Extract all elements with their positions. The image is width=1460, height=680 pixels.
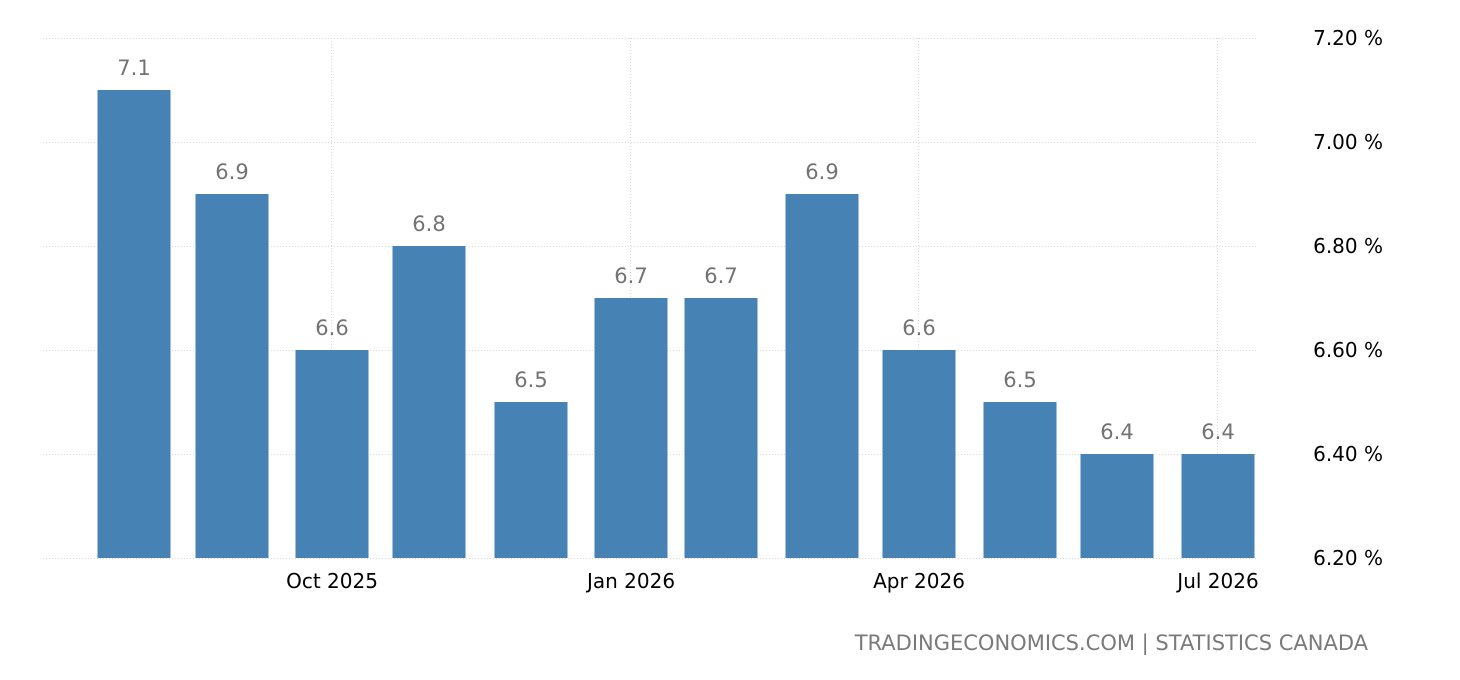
data-label: 6.6 — [902, 316, 935, 340]
bar — [392, 246, 466, 558]
data-label: 6.6 — [315, 316, 348, 340]
bar — [983, 402, 1057, 558]
y-tick-label: 6.60 % — [1313, 338, 1383, 362]
data-label: 6.7 — [614, 264, 647, 288]
data-label: 6.7 — [704, 264, 737, 288]
data-label: 6.9 — [215, 160, 248, 184]
bar — [97, 90, 171, 558]
bar — [785, 194, 859, 558]
y-tick-label: 7.00 % — [1313, 130, 1383, 154]
x-axis: Oct 2025 Jan 2026 Apr 2026 Jul 2026 — [286, 569, 1259, 593]
bar — [684, 298, 758, 558]
data-labels: 7.1 6.9 6.6 6.8 6.5 6.7 6.7 6.9 6.6 6.5 6.4 6.4 — [117, 56, 1234, 444]
bar — [1181, 454, 1255, 558]
bar — [195, 194, 269, 558]
bar — [594, 298, 668, 558]
source-credit: TRADINGECONOMICS.COM | STATISTICS CANADA — [854, 631, 1369, 656]
data-label: 6.8 — [412, 212, 445, 236]
data-label: 6.5 — [514, 368, 547, 392]
bar — [1080, 454, 1154, 558]
x-tick-label: Apr 2026 — [873, 569, 965, 593]
y-axis: 6.20 % 6.40 % 6.60 % 6.80 % 7.00 % 7.20 % — [1313, 26, 1383, 570]
data-label: 6.4 — [1100, 420, 1133, 444]
bar — [494, 402, 568, 558]
data-label: 6.9 — [805, 160, 838, 184]
bar — [882, 350, 956, 558]
bars — [97, 90, 1255, 558]
x-tick-label: Oct 2025 — [286, 569, 378, 593]
y-tick-label: 6.80 % — [1313, 234, 1383, 258]
bar — [295, 350, 369, 558]
x-tick-label: Jul 2026 — [1175, 569, 1258, 593]
x-tick-label: Jan 2026 — [585, 569, 675, 593]
y-tick-label: 6.40 % — [1313, 442, 1383, 466]
y-tick-label: 6.20 % — [1313, 546, 1383, 570]
data-label: 6.5 — [1003, 368, 1036, 392]
y-tick-label: 7.20 % — [1313, 26, 1383, 50]
data-label: 7.1 — [117, 56, 150, 80]
data-label: 6.4 — [1201, 420, 1234, 444]
